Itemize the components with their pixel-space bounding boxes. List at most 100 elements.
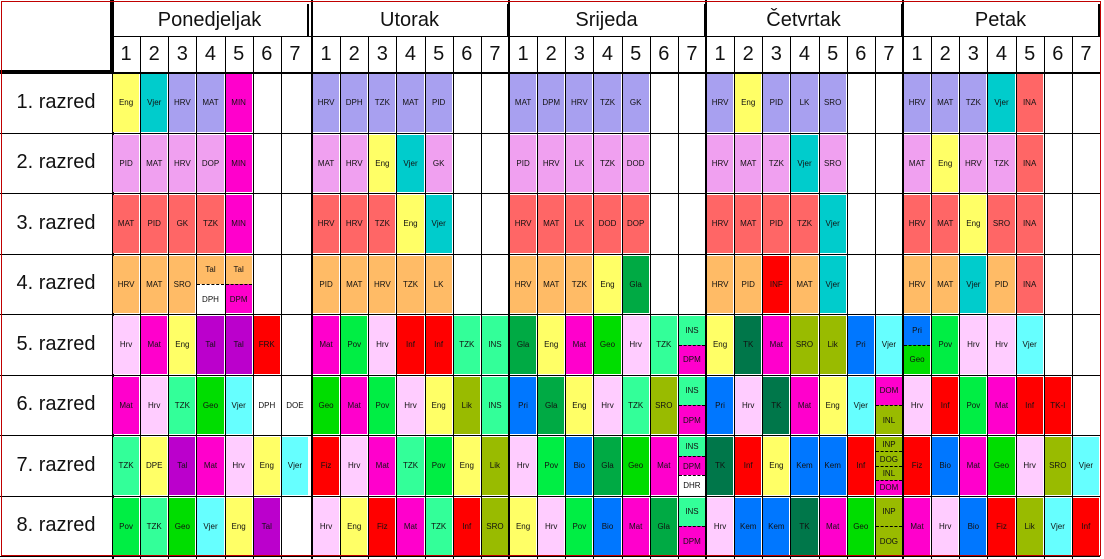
lesson-cell: HRV (707, 255, 734, 313)
lesson-cell: Pov (425, 437, 452, 495)
lesson-cell: Hrv (113, 316, 140, 374)
lesson-cell (453, 74, 480, 132)
lesson-cell: INA (1016, 255, 1043, 313)
lesson-cell: MIN (225, 195, 252, 253)
lesson-cell: HRV (169, 74, 196, 132)
period-header: 7 (883, 42, 895, 65)
lesson-cell: TZK (369, 74, 396, 132)
lesson-cell: DOP (622, 195, 649, 253)
lesson-cell (847, 134, 874, 192)
lesson-cell (678, 134, 705, 192)
lesson-cell: HRV (510, 195, 537, 253)
lesson-cell: Eng (341, 497, 368, 555)
lesson-cell: Vjer (819, 195, 846, 253)
lesson-cell: HRV (313, 195, 340, 253)
lesson-cell: TZK (397, 255, 424, 313)
day-header: Petak (903, 4, 1100, 36)
lesson-cell: PID (425, 74, 452, 132)
lesson-cell-split: DOM (875, 480, 902, 495)
lesson-cell: Vjer (1016, 316, 1043, 374)
lesson-cell: Hrv (225, 437, 252, 495)
lesson-cell (650, 74, 677, 132)
lesson-cell: MAT (141, 134, 168, 192)
lesson-cell: MAT (735, 195, 762, 253)
lesson-cell (1072, 195, 1099, 253)
lesson-cell: Mat (566, 316, 593, 374)
lesson-cell: PID (510, 134, 537, 192)
lesson-cell: Pri (510, 376, 537, 434)
lesson-cell: PID (763, 74, 790, 132)
lesson-cell: HRV (510, 255, 537, 313)
lesson-cell: HRV (313, 74, 340, 132)
period-divider (1071, 36, 1073, 559)
lesson-cell (453, 255, 480, 313)
lesson-cell (253, 134, 280, 192)
lesson-cell: SRO (819, 74, 846, 132)
lesson-cell: Pov (960, 376, 987, 434)
period-divider (424, 36, 426, 559)
lesson-cell: Hrv (397, 376, 424, 434)
lesson-cell (253, 255, 280, 313)
period-header: 2 (545, 42, 557, 65)
lesson-cell: Lik (481, 437, 508, 495)
lesson-cell: TK (791, 497, 818, 555)
lesson-cell: Mat (197, 437, 224, 495)
lesson-cell: MAT (932, 74, 959, 132)
period-divider (593, 36, 595, 559)
lesson-cell: Hrv (141, 376, 168, 434)
lesson-cell (1072, 74, 1099, 132)
lesson-cell-split: DPM (225, 284, 252, 313)
lesson-cell: MAT (197, 74, 224, 132)
period-divider (987, 36, 989, 559)
lesson-cell: INP (875, 497, 902, 527)
lesson-cell: Eng (113, 74, 140, 132)
period-header: 5 (827, 42, 839, 65)
lesson-cell: FRK (253, 316, 280, 374)
lesson-cell: INS (678, 316, 705, 345)
lesson-cell: Mat (397, 497, 424, 555)
lesson-cell: GK (169, 195, 196, 253)
row-divider (0, 374, 1100, 376)
lesson-cell: Eng (819, 376, 846, 434)
lesson-cell: Inf (932, 376, 959, 434)
lesson-cell: Gla (622, 255, 649, 313)
lesson-cell: INF (763, 255, 790, 313)
lesson-cell-split: INL (875, 465, 902, 481)
class-label: 7. razred (16, 453, 96, 476)
period-header: 2 (939, 42, 951, 65)
lesson-cell: MAT (141, 255, 168, 313)
lesson-cell: Hrv (313, 497, 340, 555)
lesson-cell: DOD (622, 134, 649, 192)
lesson-cell: Eng (735, 74, 762, 132)
lesson-cell: Vjer (225, 376, 252, 434)
lesson-cell: Kem (791, 437, 818, 495)
lesson-cell: TZK (594, 134, 621, 192)
lesson-cell: Mat (960, 437, 987, 495)
lesson-cell: Hrv (369, 316, 396, 374)
period-header: 1 (517, 42, 529, 65)
row-divider (0, 253, 1100, 255)
lesson-cell: HRV (113, 255, 140, 313)
lesson-cell: INS (678, 497, 705, 527)
lesson-cell: Vjer (1044, 497, 1071, 555)
lesson-cell: Inf (735, 437, 762, 495)
lesson-cell: Tal (197, 255, 224, 285)
lesson-cell: DPM (538, 74, 565, 132)
lesson-cell: Vjer (875, 316, 902, 374)
lesson-cell: MAT (341, 255, 368, 313)
lesson-cell: TZK (113, 437, 140, 495)
lesson-cell: HRV (538, 134, 565, 192)
lesson-cell: Lik (819, 316, 846, 374)
lesson-cell: MAT (932, 195, 959, 253)
lesson-cell (1044, 316, 1071, 374)
period-header: 6 (1052, 42, 1064, 65)
lesson-cell (481, 195, 508, 253)
period-divider (874, 36, 876, 559)
lesson-cell: Bio (566, 437, 593, 495)
period-header: 4 (204, 42, 217, 65)
lesson-cell: TZK (988, 134, 1015, 192)
lesson-cell (481, 134, 508, 192)
lesson-cell: Gla (594, 437, 621, 495)
lesson-cell: Hrv (1016, 437, 1043, 495)
